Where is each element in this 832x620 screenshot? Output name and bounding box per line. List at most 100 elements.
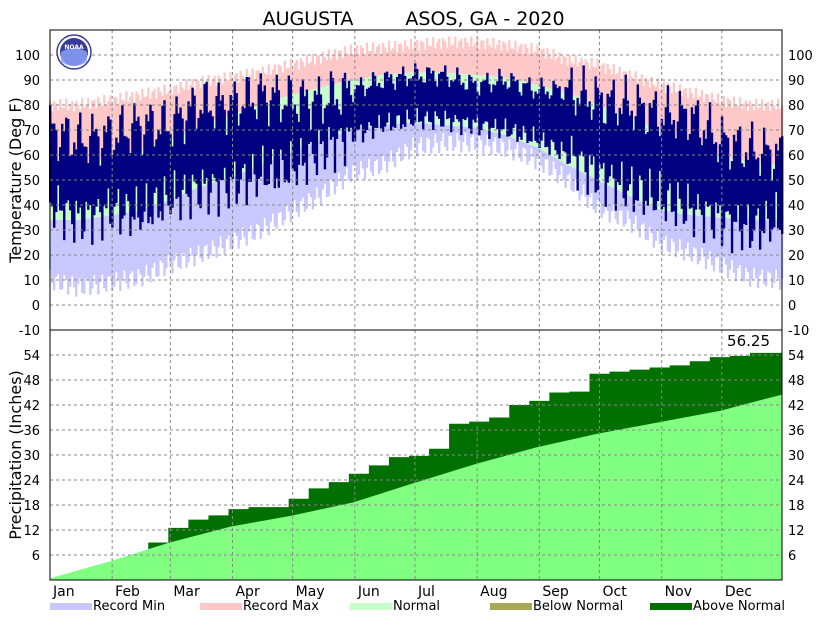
record-min-bar [399,123,403,162]
record-min-bar [674,212,678,258]
record-max-bar [307,63,311,91]
observed-temp-bar [103,125,106,206]
precip-tick-label-left: 18 [23,499,40,514]
record-max-bar [414,45,417,73]
observed-temp-bar [468,74,471,129]
observed-temp-bar [63,131,66,241]
record-min-bar [105,215,108,292]
record-min-bar [249,169,252,226]
record-max-bar [558,52,561,91]
observed-temp-bar [375,86,379,128]
record-max-bar [732,96,736,159]
record-min-bar [756,220,760,288]
record-min-bar [574,169,577,179]
record-min-bar [618,191,621,211]
observed-temp-bar [514,81,517,125]
observed-temp-bar [409,78,413,125]
observed-temp-bar [269,100,272,165]
observed-temp-bar [642,102,646,215]
record-min-bar [301,147,304,198]
record-min-bar [73,220,76,288]
record-min-bar [149,206,152,283]
record-min-bar [57,220,60,275]
temp-tick-label-left: 10 [23,274,40,289]
observed-temp-bar [165,131,168,195]
record-min-bar [101,216,104,275]
observed-temp-bar [428,67,431,122]
record-max-bar [460,39,463,74]
record-max-bar [303,66,306,92]
observed-temp-bar [331,78,335,137]
record-max-bar [456,48,459,74]
precip-tick-label-left: 12 [23,524,40,539]
record-min-bar [319,140,323,205]
observed-temp-bar [57,161,60,186]
record-max-bar [173,86,176,138]
record-max-bar [422,42,425,73]
record-max-bar [560,64,563,91]
record-min-bar [219,180,222,237]
precip-tick-label-left: 42 [23,399,40,414]
record-min-bar [682,214,686,261]
record-min-bar [752,220,756,268]
record-min-bar [119,213,122,292]
record-max-bar [181,87,184,135]
observed-temp-bar [401,66,405,125]
observed-temp-bar [387,77,391,113]
record-min-bar [93,217,96,276]
record-min-bar [247,170,250,232]
observed-temp-bar [223,109,226,168]
observed-temp-bar [285,106,289,181]
record-min-bar [155,204,158,277]
record-min-bar [359,128,363,161]
record-min-bar [387,124,391,162]
record-max-bar [486,38,489,76]
record-min-bar [562,162,565,180]
observed-temp-bar [77,124,80,214]
record-max-bar [143,96,146,149]
observed-temp-bar [432,70,435,130]
record-min-bar [71,220,74,276]
record-max-bar [339,50,343,83]
record-max-bar [598,71,601,106]
observed-temp-bar [484,79,487,122]
observed-temp-bar [706,120,710,207]
record-min-bar [115,214,118,273]
record-min-bar [53,220,56,291]
record-max-bar [183,89,186,134]
observed-temp-bar [135,120,138,187]
record-min-bar [442,125,445,134]
record-min-bar [373,126,377,162]
observed-temp-bar [365,88,369,130]
record-max-bar [239,70,242,112]
record-min-bar [177,195,180,267]
record-min-bar [337,134,341,173]
record-min-bar [690,215,694,262]
record-min-bar [75,220,78,297]
record-max-bar [89,109,92,163]
record-max-bar [454,36,457,74]
observed-temp-bar [173,114,176,171]
observed-temp-bar [61,123,64,211]
record-max-bar [403,40,407,74]
record-min-bar [532,145,535,157]
record-max-bar [498,39,501,77]
observed-temp-bar [181,118,184,190]
record-min-bar [584,174,587,198]
record-min-bar [602,183,605,214]
record-max-bar [285,68,288,97]
record-min-bar [722,217,726,258]
record-max-bar [201,76,204,126]
record-min-bar [514,138,517,149]
month-tick-label: Oct [603,584,628,600]
record-min-bar [518,140,521,158]
record-min-bar [698,215,702,261]
record-max-bar [359,45,363,79]
observed-temp-bar [512,76,515,128]
record-max-bar [620,78,623,115]
legend-label: Record Max [243,599,319,614]
record-min-bar [736,219,740,269]
record-max-bar [536,44,539,85]
record-max-bar [227,79,230,116]
observed-temp-bar [592,109,595,157]
